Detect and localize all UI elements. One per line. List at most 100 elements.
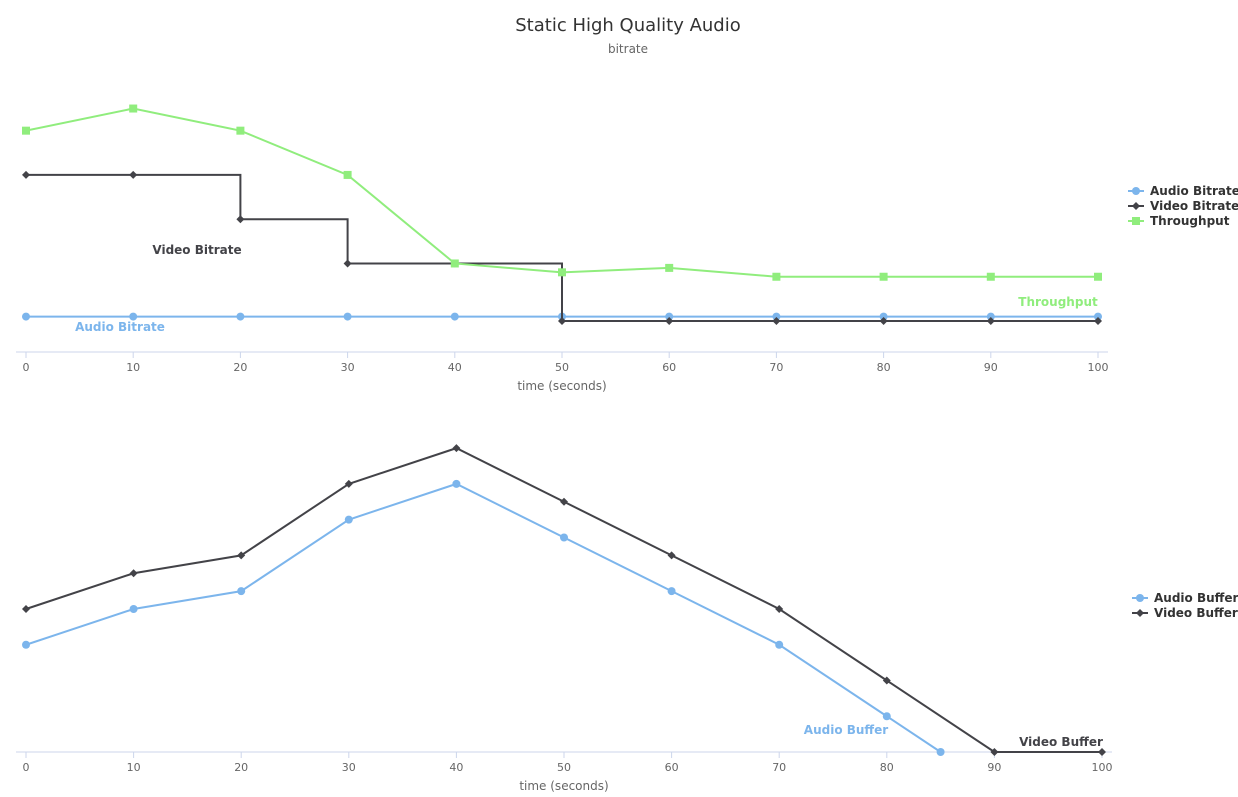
x-tick-label: 60 xyxy=(665,761,679,774)
series-line xyxy=(26,173,1098,323)
data-point xyxy=(986,317,995,326)
legend-label: Video Buffer xyxy=(1154,606,1238,620)
data-point xyxy=(22,640,30,649)
x-tick-label: 30 xyxy=(341,361,355,374)
data-point xyxy=(1094,272,1102,281)
data-point xyxy=(129,170,138,179)
data-point xyxy=(772,272,781,281)
x-tick-label: 20 xyxy=(233,361,247,374)
series-label: Audio Bitrate xyxy=(75,320,165,334)
data-point xyxy=(558,268,566,277)
data-point xyxy=(1094,317,1102,326)
data-point xyxy=(129,312,138,321)
data-point xyxy=(129,605,138,613)
legend-label: Throughput xyxy=(1150,214,1230,228)
series-video: Video Bitrate xyxy=(22,170,1102,326)
data-point xyxy=(343,312,352,321)
x-tick-label: 100 xyxy=(1092,761,1113,774)
x-tick-label: 100 xyxy=(1088,361,1109,374)
data-point xyxy=(882,712,891,721)
x-axis-title: time (seconds) xyxy=(517,379,606,393)
x-tick-label: 40 xyxy=(449,761,463,774)
data-point xyxy=(129,569,138,578)
legend-label: Audio Bitrate xyxy=(1150,184,1238,198)
series-throughput: Throughput xyxy=(22,104,1102,309)
legend-item: Audio Bitrate xyxy=(1128,184,1238,198)
data-point xyxy=(452,444,461,453)
series-audio: Audio Buffer xyxy=(22,479,945,756)
x-tick-label: 90 xyxy=(984,361,998,374)
data-point xyxy=(1094,312,1102,321)
legend-label: Video Bitrate xyxy=(1150,199,1238,213)
x-tick-label: 30 xyxy=(342,761,356,774)
data-point xyxy=(344,515,353,524)
x-tick-label: 70 xyxy=(769,361,783,374)
data-point xyxy=(667,551,676,560)
chart-subtitle: bitrate xyxy=(608,42,648,56)
data-point xyxy=(990,748,999,756)
data-point xyxy=(236,312,245,321)
data-point xyxy=(560,533,568,542)
data-point xyxy=(129,104,138,113)
legend-marker xyxy=(1132,187,1140,195)
x-tick-label: 90 xyxy=(987,761,1001,774)
data-point xyxy=(236,215,245,224)
data-point xyxy=(772,317,781,326)
x-tick-label: 50 xyxy=(555,361,569,374)
data-point xyxy=(882,676,891,685)
data-point xyxy=(450,312,459,321)
chart-2: 0 10 20 30 40 50 60 70 80 90 100 time (seconds) Audi… xyxy=(16,444,1238,793)
legend-item: Throughput xyxy=(1128,214,1230,228)
data-point xyxy=(236,126,245,135)
x-tick-label: 50 xyxy=(557,761,571,774)
data-point xyxy=(237,551,246,560)
data-point xyxy=(22,170,30,179)
x-tick-label: 0 xyxy=(23,361,30,374)
data-point xyxy=(22,126,30,135)
legend-marker xyxy=(1132,217,1140,225)
legend-marker xyxy=(1136,609,1144,617)
data-point xyxy=(237,587,246,596)
data-point xyxy=(1098,748,1106,756)
data-point xyxy=(879,312,888,321)
legend-item: Video Buffer xyxy=(1132,606,1238,620)
data-point xyxy=(772,312,781,321)
data-point xyxy=(986,272,995,281)
data-point xyxy=(450,259,459,268)
x-tick-label: 80 xyxy=(880,761,894,774)
legend-marker xyxy=(1136,594,1144,602)
data-point xyxy=(343,170,352,179)
series-label: Video Buffer xyxy=(1019,735,1103,749)
legend-item: Audio Buffer xyxy=(1132,591,1238,605)
data-point xyxy=(344,479,353,488)
chart-1: 0 10 20 30 40 50 60 70 80 90 100 time (seconds) Audi… xyxy=(16,104,1238,393)
series-label: Video Bitrate xyxy=(152,243,241,257)
x-tick-label: 10 xyxy=(127,761,141,774)
data-point xyxy=(775,605,784,613)
data-point xyxy=(665,312,674,321)
data-point xyxy=(22,605,30,613)
x-axis-title: time (seconds) xyxy=(519,779,608,793)
x-tick-label: 10 xyxy=(126,361,140,374)
data-point xyxy=(665,263,674,272)
data-point xyxy=(22,312,30,321)
data-point xyxy=(558,317,566,326)
x-tick-label: 0 xyxy=(23,761,30,774)
data-point xyxy=(936,748,945,756)
x-tick-label: 80 xyxy=(877,361,891,374)
data-point xyxy=(879,272,888,281)
data-point xyxy=(667,587,676,596)
series-label: Throughput xyxy=(1018,295,1098,309)
series-label: Audio Buffer xyxy=(804,723,889,737)
x-tick-label: 20 xyxy=(234,761,248,774)
data-point xyxy=(560,497,568,506)
data-point xyxy=(343,259,352,268)
series-line xyxy=(25,482,942,753)
data-point xyxy=(986,312,995,321)
series-video: Video Buffer xyxy=(22,444,1106,756)
chart-title: Static High Quality Audio xyxy=(515,15,740,36)
x-tick-label: 40 xyxy=(448,361,462,374)
x-tick-label: 60 xyxy=(662,361,676,374)
